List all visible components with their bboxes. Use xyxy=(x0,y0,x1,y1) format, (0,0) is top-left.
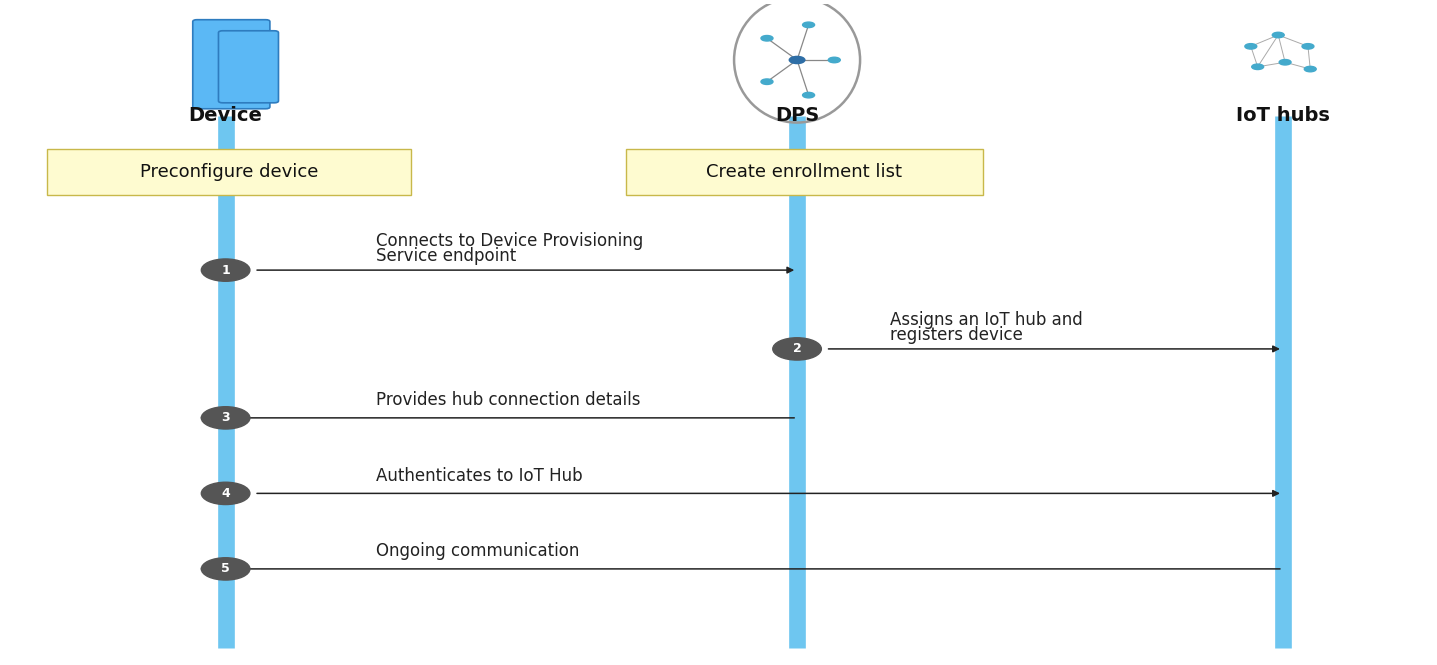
Text: Create enrollment list: Create enrollment list xyxy=(706,163,902,181)
Text: Authenticates to IoT Hub: Authenticates to IoT Hub xyxy=(375,467,582,485)
Text: Connects to Device Provisioning: Connects to Device Provisioning xyxy=(375,232,642,250)
Text: Provides hub connection details: Provides hub connection details xyxy=(375,391,639,410)
Circle shape xyxy=(1302,44,1313,49)
FancyBboxPatch shape xyxy=(47,149,411,195)
Circle shape xyxy=(201,407,250,429)
Circle shape xyxy=(803,92,815,98)
Circle shape xyxy=(1252,64,1263,70)
Text: Device: Device xyxy=(188,106,263,125)
Text: Preconfigure device: Preconfigure device xyxy=(139,163,319,181)
FancyBboxPatch shape xyxy=(193,20,270,109)
Text: IoT hubs: IoT hubs xyxy=(1236,106,1329,125)
Text: Ongoing communication: Ongoing communication xyxy=(375,543,579,561)
Circle shape xyxy=(1305,66,1316,72)
Circle shape xyxy=(828,57,841,63)
Text: 5: 5 xyxy=(221,563,230,575)
Circle shape xyxy=(762,35,773,41)
Circle shape xyxy=(201,259,250,281)
Text: registers device: registers device xyxy=(890,326,1023,344)
Circle shape xyxy=(201,482,250,505)
Circle shape xyxy=(1272,33,1285,38)
Circle shape xyxy=(201,558,250,580)
Circle shape xyxy=(773,338,822,360)
Text: Service endpoint: Service endpoint xyxy=(375,247,516,265)
Circle shape xyxy=(1279,60,1290,65)
Text: DPS: DPS xyxy=(775,106,819,125)
Circle shape xyxy=(803,22,815,28)
Circle shape xyxy=(789,57,805,64)
Text: Assigns an IoT hub and: Assigns an IoT hub and xyxy=(890,311,1082,329)
Text: 1: 1 xyxy=(221,263,230,277)
FancyBboxPatch shape xyxy=(218,31,279,103)
FancyBboxPatch shape xyxy=(625,149,983,195)
Circle shape xyxy=(762,79,773,84)
Text: 4: 4 xyxy=(221,487,230,500)
Circle shape xyxy=(1244,44,1257,49)
Text: 2: 2 xyxy=(793,342,802,355)
Text: 3: 3 xyxy=(221,412,230,424)
